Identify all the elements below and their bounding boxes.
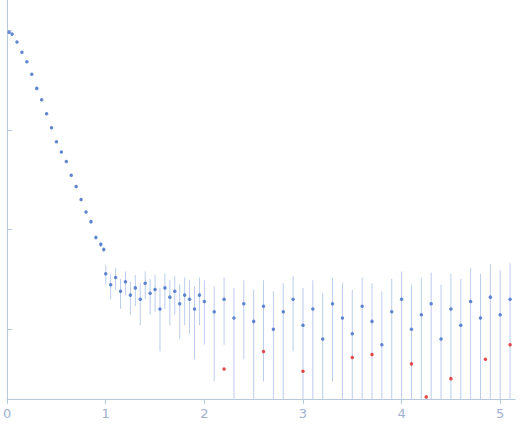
svg-text:4: 4 [397,406,405,421]
svg-text:2: 2 [200,406,208,421]
svg-text:1: 1 [102,406,110,421]
svg-text:5: 5 [496,406,504,421]
svg-text:3: 3 [299,406,307,421]
svg-text:0: 0 [3,406,11,421]
